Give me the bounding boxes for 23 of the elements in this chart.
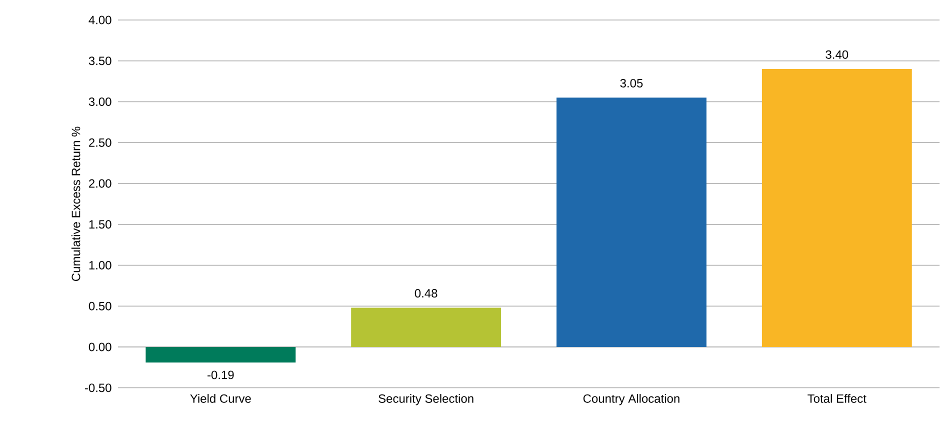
y-tick-label: -0.50	[84, 384, 112, 392]
bar	[762, 69, 912, 348]
x-tick-label: Total Effect	[808, 394, 866, 403]
y-tick-label: 0.00	[88, 342, 112, 352]
bar	[351, 308, 502, 348]
x-tick-label: Yield Curve	[190, 394, 251, 403]
y-tick-label: 2.50	[89, 138, 112, 147]
data-label: 3.40	[826, 50, 848, 59]
data-label: -0.19	[208, 370, 234, 380]
data-label: 0.48	[414, 289, 438, 298]
bar	[146, 347, 296, 363]
y-tick-label: 3.00	[88, 98, 112, 106]
x-tick-label: Country Allocation	[583, 394, 680, 406]
x-tick-label: Security Selection	[378, 394, 474, 406]
y-tick-label: 4.00	[88, 16, 112, 24]
y-tick-label: 1.50	[89, 220, 112, 229]
y-tick-label: 2.00	[89, 179, 112, 188]
data-label: 3.05	[620, 79, 643, 88]
bar	[556, 98, 706, 348]
y-tick-label: 0.50	[88, 302, 112, 310]
y-tick-label: 1.00	[89, 261, 112, 270]
y-axis-title: Cumulative Excess Return %	[71, 126, 80, 282]
y-tick-label: 3.50	[88, 56, 112, 66]
